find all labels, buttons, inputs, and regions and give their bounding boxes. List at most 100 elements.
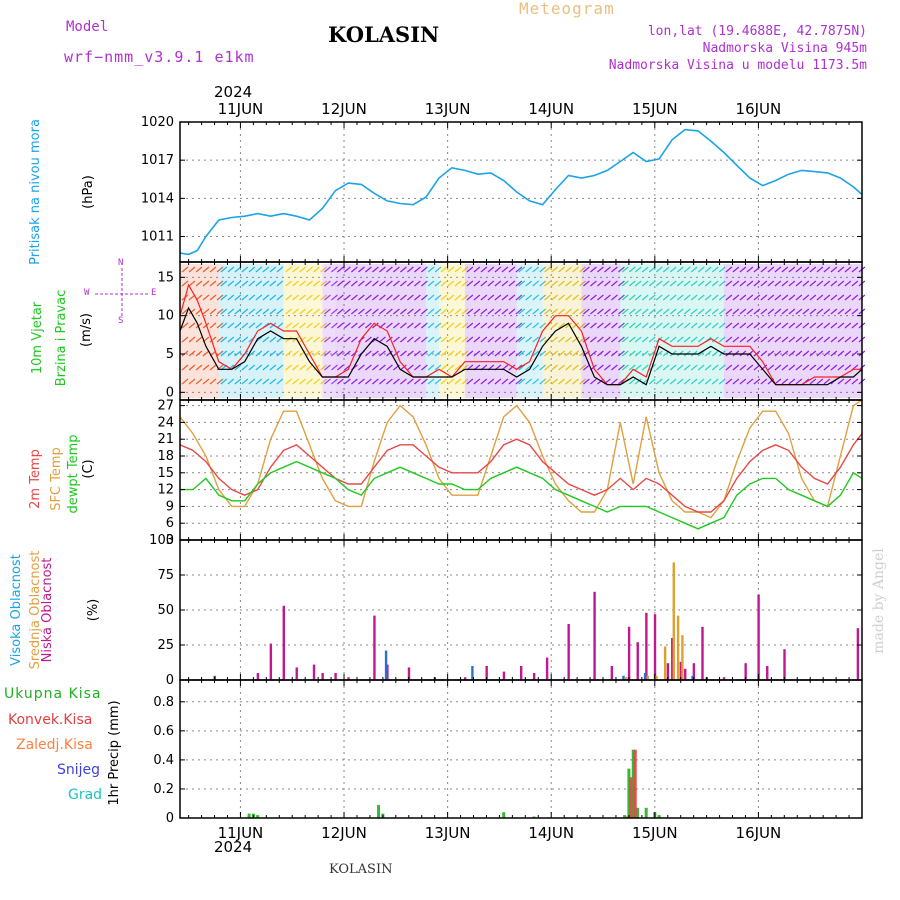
wind-barb (285, 322, 292, 329)
precip-bar (502, 812, 506, 818)
wind-barb (572, 266, 579, 273)
wind-band (218, 264, 284, 398)
wind-barb (393, 378, 400, 385)
wind-barb (590, 266, 597, 273)
cloud-bar (766, 666, 769, 680)
wind-barb (697, 308, 705, 315)
wind-barb (269, 350, 277, 357)
wind-barb (816, 322, 824, 329)
location-title: KOLASIN (328, 22, 440, 47)
wind-barb (447, 336, 455, 343)
wind-barb (181, 266, 189, 273)
wind-barb (816, 378, 824, 385)
cloud-bar (625, 677, 628, 680)
wind-barb (454, 364, 462, 371)
wind-barb (816, 280, 824, 287)
wind-barb (386, 378, 393, 385)
wind-barb (802, 364, 810, 371)
wind-band (633, 264, 724, 398)
precip-bar (657, 815, 661, 818)
y-tick-label: 9 (166, 499, 174, 514)
wind-barb (641, 364, 649, 371)
wind-barb (188, 378, 196, 385)
wind-barb (440, 364, 448, 371)
wind-barb (234, 308, 242, 315)
wind-barb (255, 378, 263, 385)
wind-barb (809, 294, 817, 301)
wind-barb (337, 364, 344, 371)
wind-barb (344, 322, 351, 329)
wind-barb (337, 378, 344, 385)
wind-barb (781, 350, 789, 357)
wind-barb (434, 336, 442, 343)
wind-barb (539, 336, 547, 343)
wind-barb (372, 280, 379, 287)
wind-barb (227, 280, 235, 287)
wind-barb (597, 280, 604, 287)
wind-barb (662, 266, 670, 273)
cloud-bar (636, 642, 639, 680)
wind-barb (837, 322, 845, 329)
wind-barb (337, 336, 344, 343)
wind-barb (379, 294, 386, 301)
wind-barb (634, 350, 642, 357)
wind-barb (525, 322, 533, 329)
wind-barb (320, 350, 327, 357)
wind-barb (621, 308, 629, 315)
wind-barb (525, 308, 533, 315)
y-tick-label: 18 (157, 449, 174, 464)
wind-barb (358, 378, 365, 385)
wind-barb (760, 378, 768, 385)
wind-barb (565, 336, 572, 343)
wind-barb (209, 336, 217, 343)
cloud-bar (681, 635, 684, 680)
wind-band (542, 264, 582, 398)
wind-barb (365, 322, 372, 329)
wind-barb (579, 308, 586, 315)
wind-barb (320, 280, 327, 287)
cloud-bar (645, 612, 648, 680)
wind-barb (248, 322, 256, 329)
wind-barb (320, 364, 327, 371)
wind-barb (739, 280, 747, 287)
cloud-bar (783, 649, 786, 680)
x-tick-label-top: 15JUN (632, 100, 678, 118)
cloud-bar (485, 666, 488, 680)
wind-barb (565, 322, 572, 329)
wind-barb (306, 308, 313, 315)
wind-barb (837, 308, 845, 315)
wind-barb (539, 322, 547, 329)
wind-barb (407, 336, 414, 343)
wind-barb (565, 308, 572, 315)
wind-barb (292, 294, 299, 301)
wind-barb (551, 378, 558, 385)
wind-barb (641, 336, 649, 343)
wind-barb (407, 322, 414, 329)
wind-barb (579, 364, 586, 371)
wind-barb (844, 364, 852, 371)
wind-barb (579, 336, 586, 343)
wind-barb (718, 378, 726, 385)
wind-barb (400, 350, 407, 357)
wind-barb (447, 322, 455, 329)
wind-barb (683, 378, 691, 385)
wind-barb (690, 266, 698, 273)
wind-barb (337, 266, 344, 273)
wind-barb (704, 308, 712, 315)
x-tick-label-bottom: 13JUN (425, 824, 471, 842)
wind-barb (669, 266, 677, 273)
wind-barb (837, 364, 845, 371)
wind-barb (480, 350, 488, 357)
wind-barb (427, 322, 435, 329)
wind-barb (454, 378, 462, 385)
wind-barb (628, 322, 636, 329)
x-tick-label-bottom: 14JUN (528, 824, 574, 842)
wind-barb (234, 266, 242, 273)
wind-barb (320, 378, 327, 385)
wind-barb (331, 280, 338, 287)
wind-barb (515, 336, 523, 343)
wind-barb (823, 294, 831, 301)
wind-barb (739, 294, 747, 301)
wind-compass-w: W (84, 288, 90, 298)
wind-barb (473, 280, 481, 287)
